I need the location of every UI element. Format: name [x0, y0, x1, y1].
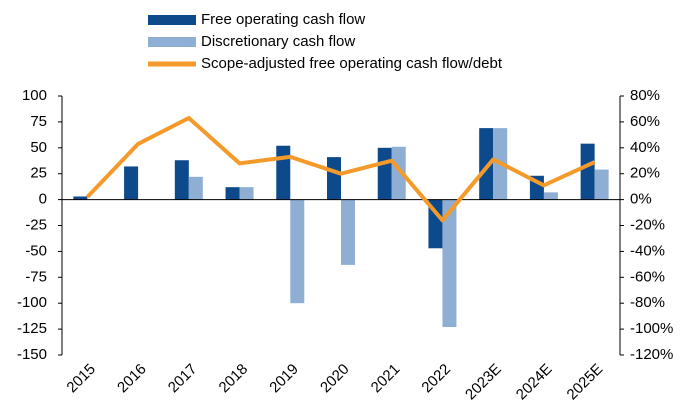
bar [239, 187, 254, 200]
y2-tick-label: 20% [630, 165, 660, 182]
bar [543, 192, 558, 200]
bar [124, 166, 139, 200]
x-tick-label: 2021 [368, 361, 404, 397]
y-tick-label: -75 [25, 268, 47, 285]
bar [580, 143, 595, 200]
y2-tick-label: -40% [630, 242, 665, 259]
legend-label: Free operating cash flow [201, 11, 365, 28]
x-tick-label: 2018 [216, 361, 252, 397]
y-tick-label: 25 [30, 165, 47, 182]
bar [73, 196, 88, 200]
y-tick-label: -100 [17, 294, 47, 311]
bar [188, 176, 203, 200]
legend-label: Discretionary cash flow [201, 33, 355, 50]
y2-tick-label: -20% [630, 216, 665, 233]
y-tick-label: -50 [25, 242, 47, 259]
y2-tick-label: 40% [630, 139, 660, 156]
x-tick-label: 2020 [317, 361, 353, 397]
bar [276, 145, 291, 200]
bar [225, 187, 240, 200]
x-tick-label: 2023E [462, 361, 505, 404]
bar [479, 128, 494, 200]
y-tick-label: 50 [30, 139, 47, 156]
x-tick-label: 2019 [266, 361, 302, 397]
y2-tick-label: -60% [630, 268, 665, 285]
line [85, 116, 596, 223]
y2-tick-label: 80% [630, 87, 660, 104]
x-tick-label: 2025E [564, 361, 607, 404]
legend-swatch [148, 37, 196, 47]
x-tick-label: 2017 [165, 361, 201, 397]
legend-swatch [148, 15, 196, 25]
bar [442, 199, 457, 328]
x-tick-label: 2016 [114, 361, 150, 397]
y-tick-label: 75 [30, 113, 47, 130]
y2-tick-label: -80% [630, 294, 665, 311]
bar [174, 160, 189, 200]
y-tick-label: 0 [39, 191, 47, 208]
y-tick-label: -150 [17, 346, 47, 363]
x-tick-label: 2024E [513, 361, 556, 404]
bar [290, 199, 305, 304]
y2-tick-label: -120% [630, 346, 673, 363]
bar [327, 157, 341, 200]
y2-tick-label: 0% [630, 191, 652, 208]
x-tick-label: 2015 [63, 361, 99, 397]
legend-label: Scope-adjusted free operating cash flow/… [201, 55, 503, 72]
bar [428, 199, 443, 249]
y2-tick-label: 60% [630, 113, 660, 130]
bar [341, 199, 355, 265]
x-tick-label: 2022 [418, 361, 454, 397]
y-tick-label: 100 [22, 87, 47, 104]
bar [391, 146, 406, 200]
bar [594, 169, 609, 200]
y-tick-label: -25 [25, 216, 47, 233]
bar [377, 147, 392, 200]
y-tick-label: -125 [17, 320, 47, 337]
y2-tick-label: -100% [630, 320, 673, 337]
